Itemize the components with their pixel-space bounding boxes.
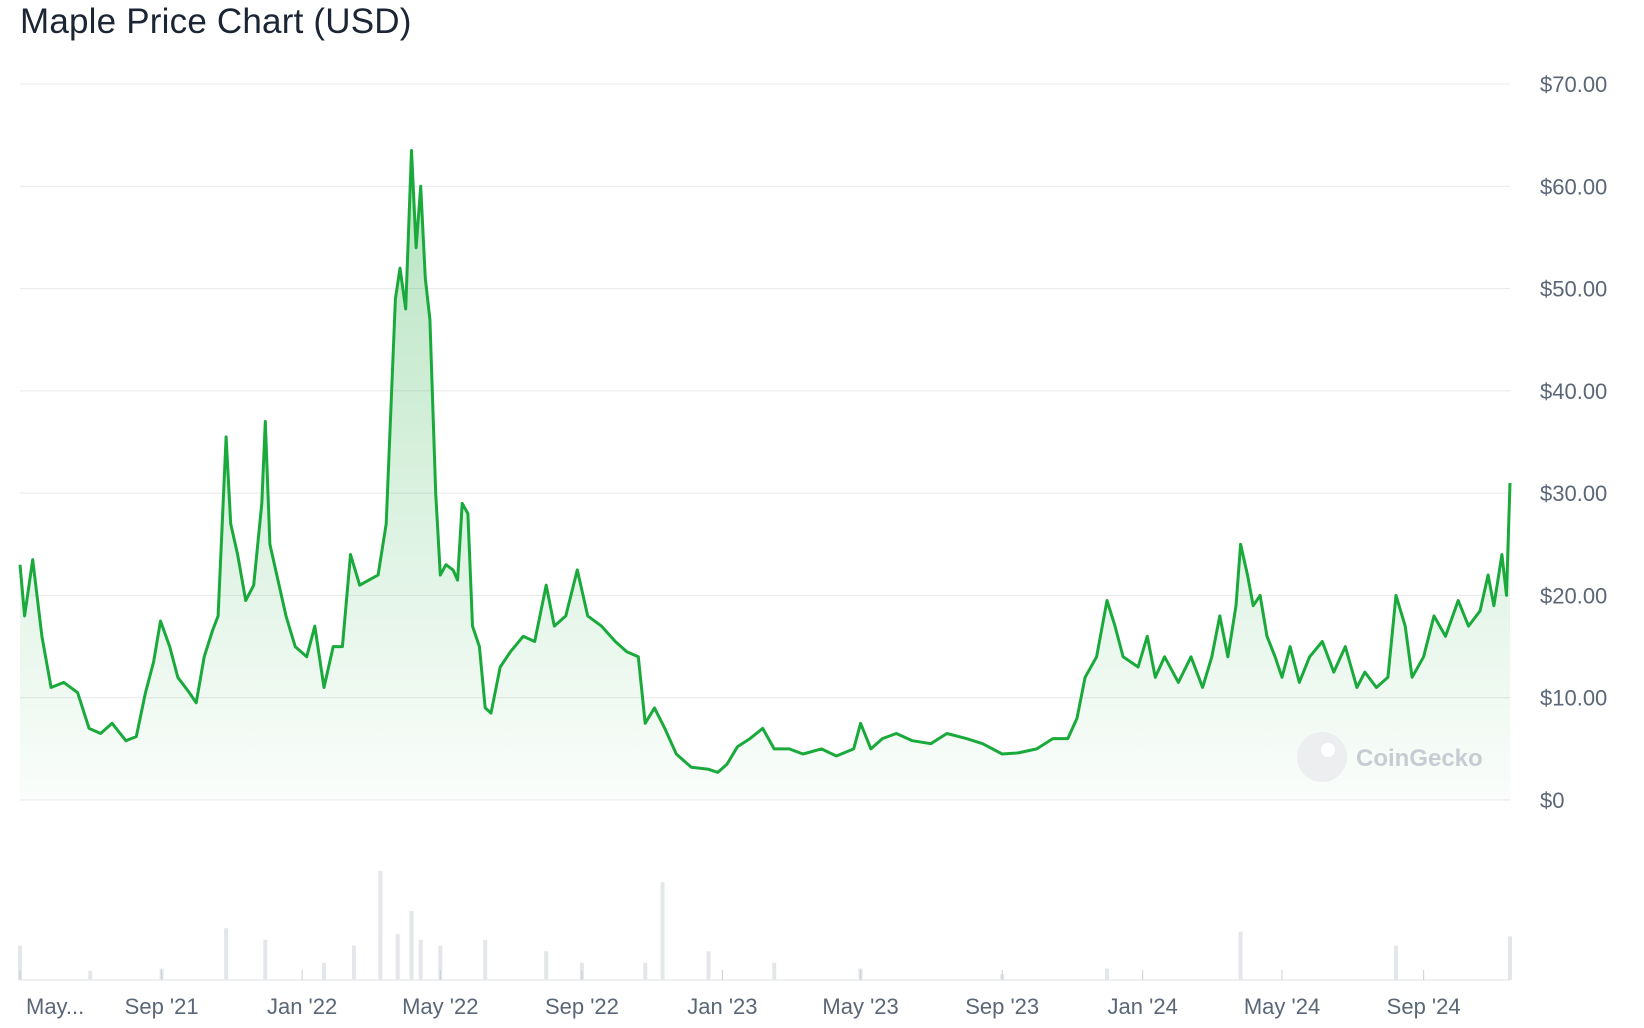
volume-bar	[409, 911, 414, 980]
coingecko-watermark: CoinGecko	[1297, 732, 1483, 782]
x-tick-label: Sep '22	[545, 994, 619, 1019]
volume-bar	[544, 951, 549, 980]
volume-bar	[706, 951, 711, 980]
volume-bar	[263, 939, 268, 980]
y-tick-label: $40.00	[1540, 379, 1607, 404]
volume-bar	[18, 945, 22, 980]
volume-bar	[438, 945, 443, 980]
y-tick-label: $50.00	[1540, 277, 1607, 302]
y-tick-label: $20.00	[1540, 583, 1607, 608]
chart-title: Maple Price Chart (USD)	[20, 2, 412, 41]
coingecko-logo-eye-icon	[1321, 743, 1335, 757]
volume-bar	[1104, 968, 1109, 980]
price-line	[18, 149, 1512, 774]
y-axis: $0 $10.00 $20.00 $30.00 $40.00 $50.00 $60.00 $7…	[1540, 72, 1607, 813]
x-axis: May... Sep '21 Jan '22 May '22 Sep '22 Jan '2…	[19, 970, 1461, 1019]
price-area	[18, 149, 1512, 800]
volume-bar	[1238, 931, 1243, 980]
watermark-text: CoinGecko	[1356, 745, 1483, 772]
volume-bar	[643, 962, 648, 980]
volume-bar	[483, 939, 488, 980]
x-tick-label: Jan '24	[1108, 994, 1178, 1019]
x-tick-label: Sep '24	[1387, 994, 1461, 1019]
price-area-fill	[20, 150, 1510, 800]
volume-bar	[88, 970, 93, 980]
x-tick-label: Sep '21	[125, 994, 199, 1019]
x-tick-label: Jan '22	[267, 994, 337, 1019]
volume-bar	[395, 934, 400, 980]
x-tick-label: May '24	[1244, 994, 1320, 1019]
volume-bar	[1508, 936, 1512, 980]
coingecko-logo-icon	[1297, 732, 1347, 782]
x-tick-label: Jan '23	[687, 994, 757, 1019]
x-tick-label: Sep '23	[965, 994, 1039, 1019]
volume-bar	[418, 939, 423, 980]
x-tick-label: May...	[26, 994, 84, 1019]
y-tick-label: $10.00	[1540, 686, 1607, 711]
x-tick-label: May '23	[822, 994, 898, 1019]
volume-bar	[378, 870, 383, 980]
y-tick-label: $0	[1540, 788, 1564, 813]
y-tick-label: $70.00	[1540, 72, 1607, 97]
y-tick-label: $60.00	[1540, 174, 1607, 199]
volume-bar	[224, 928, 229, 980]
x-tick-label: May '22	[402, 994, 478, 1019]
volume-bars	[18, 870, 1512, 981]
volume-bar	[351, 945, 356, 980]
volume-bar	[660, 882, 665, 980]
volume-bar	[772, 962, 777, 980]
y-tick-label: $30.00	[1540, 481, 1607, 506]
volume-bar	[321, 962, 326, 980]
volume-bar	[1394, 945, 1399, 980]
